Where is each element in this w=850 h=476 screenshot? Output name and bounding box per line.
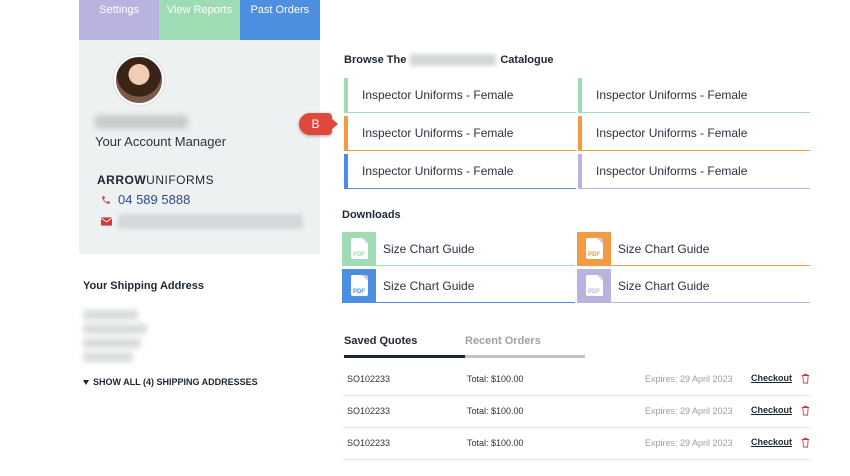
- trash-icon[interactable]: [801, 437, 810, 448]
- pdf-icon-label: PDF: [353, 289, 365, 295]
- download-label: Size Chart Guide: [618, 241, 710, 256]
- redacted-email: [118, 214, 303, 229]
- nav-past-orders[interactable]: Past Orders: [239, 0, 320, 40]
- mail-icon: [101, 217, 112, 226]
- phone-icon: [102, 195, 110, 204]
- brand-logo: ARROWUNIFORMS: [97, 173, 214, 187]
- download-label: Size Chart Guide: [383, 278, 475, 293]
- catalogue-item[interactable]: Inspector Uniforms - Female: [578, 116, 810, 151]
- email-row[interactable]: [101, 214, 303, 229]
- pdf-icon: PDF: [342, 268, 376, 303]
- pdf-icon-label: PDF: [588, 252, 600, 258]
- pdf-icon-label: PDF: [353, 252, 365, 258]
- checkout-link[interactable]: Checkout: [751, 405, 793, 415]
- quote-total: Total: $100.00: [467, 438, 524, 448]
- browse-catalogue-heading: Browse The Catalogue: [344, 54, 554, 66]
- redacted-address-line: [83, 310, 138, 320]
- brand-logo-rest: UNIFORMS: [146, 173, 215, 187]
- catalogue-item[interactable]: Inspector Uniforms - Female: [578, 154, 810, 189]
- catalogue-item[interactable]: Inspector Uniforms - Female: [344, 78, 576, 113]
- shipping-address-heading: Your Shipping Address: [83, 280, 205, 292]
- redacted-address-line: [83, 352, 133, 362]
- download-label: Size Chart Guide: [618, 278, 710, 293]
- avatar: [114, 55, 164, 105]
- download-item[interactable]: PDF Size Chart Guide: [342, 268, 575, 303]
- browse-title-prefix: Browse The: [344, 54, 407, 66]
- quote-expiry: Expires: 29 April 2023: [645, 406, 733, 416]
- redacted-address-line: [83, 324, 147, 334]
- checkout-link[interactable]: Checkout: [751, 373, 793, 383]
- quote-id: SO102233: [347, 374, 391, 384]
- show-all-addresses-link[interactable]: SHOW ALL (4) SHIPPING ADDRESSES: [83, 377, 258, 387]
- phone-number: 04 589 5888: [118, 192, 191, 207]
- account-manager-card: Your Account Manager ARROWUNIFORMS 04 58…: [79, 40, 320, 254]
- nav-view-reports[interactable]: View Reports: [159, 0, 240, 40]
- table-row: SO102233 Total: $100.00 Expires: 29 Apri…: [343, 396, 810, 428]
- catalogue-item[interactable]: Inspector Uniforms - Female: [578, 78, 810, 113]
- redacted-address-line: [83, 338, 141, 348]
- browse-title-suffix: Catalogue: [500, 54, 554, 66]
- download-item[interactable]: PDF Size Chart Guide: [577, 231, 810, 266]
- quote-expiry: Expires: 29 April 2023: [645, 374, 733, 384]
- catalogue-item[interactable]: Inspector Uniforms - Female: [344, 154, 576, 189]
- catalogue-item[interactable]: Inspector Uniforms - Female: [344, 116, 576, 151]
- show-all-addresses-label: SHOW ALL (4) SHIPPING ADDRESSES: [93, 377, 258, 387]
- quote-id: SO102233: [347, 438, 391, 448]
- account-manager-title: Your Account Manager: [95, 134, 227, 149]
- table-row: SO102233 Total: $100.00 Expires: 29 Apri…: [343, 428, 810, 460]
- quote-total: Total: $100.00: [467, 374, 524, 384]
- download-label: Size Chart Guide: [383, 241, 475, 256]
- trash-icon[interactable]: [801, 405, 810, 416]
- brand-logo-bold: ARROW: [97, 173, 147, 187]
- quote-expiry: Expires: 29 April 2023: [645, 438, 733, 448]
- redacted-brand-name: [410, 54, 497, 66]
- caret-down-icon: [83, 379, 89, 385]
- pdf-icon: PDF: [577, 268, 611, 303]
- nav-settings[interactable]: Settings: [79, 0, 160, 40]
- download-item[interactable]: PDF Size Chart Guide: [342, 231, 575, 266]
- downloads-heading: Downloads: [342, 209, 401, 221]
- pdf-icon-label: PDF: [588, 289, 600, 295]
- tab-recent-orders[interactable]: Recent Orders: [465, 335, 585, 358]
- pdf-icon: PDF: [577, 231, 611, 266]
- annotation-badge: B: [299, 113, 338, 135]
- trash-icon[interactable]: [801, 373, 810, 384]
- quote-total: Total: $100.00: [467, 406, 524, 416]
- account-nav: Settings View Reports Past Orders: [79, 0, 320, 40]
- redacted-manager-name: [95, 115, 188, 129]
- phone-row[interactable]: 04 589 5888: [101, 192, 190, 207]
- table-row: SO102233 Total: $100.00 Expires: 29 Apri…: [343, 364, 810, 396]
- pdf-icon: PDF: [342, 231, 376, 266]
- download-item[interactable]: PDF Size Chart Guide: [577, 268, 810, 303]
- tab-saved-quotes[interactable]: Saved Quotes: [344, 335, 465, 358]
- quote-id: SO102233: [347, 406, 391, 416]
- checkout-link[interactable]: Checkout: [751, 437, 793, 447]
